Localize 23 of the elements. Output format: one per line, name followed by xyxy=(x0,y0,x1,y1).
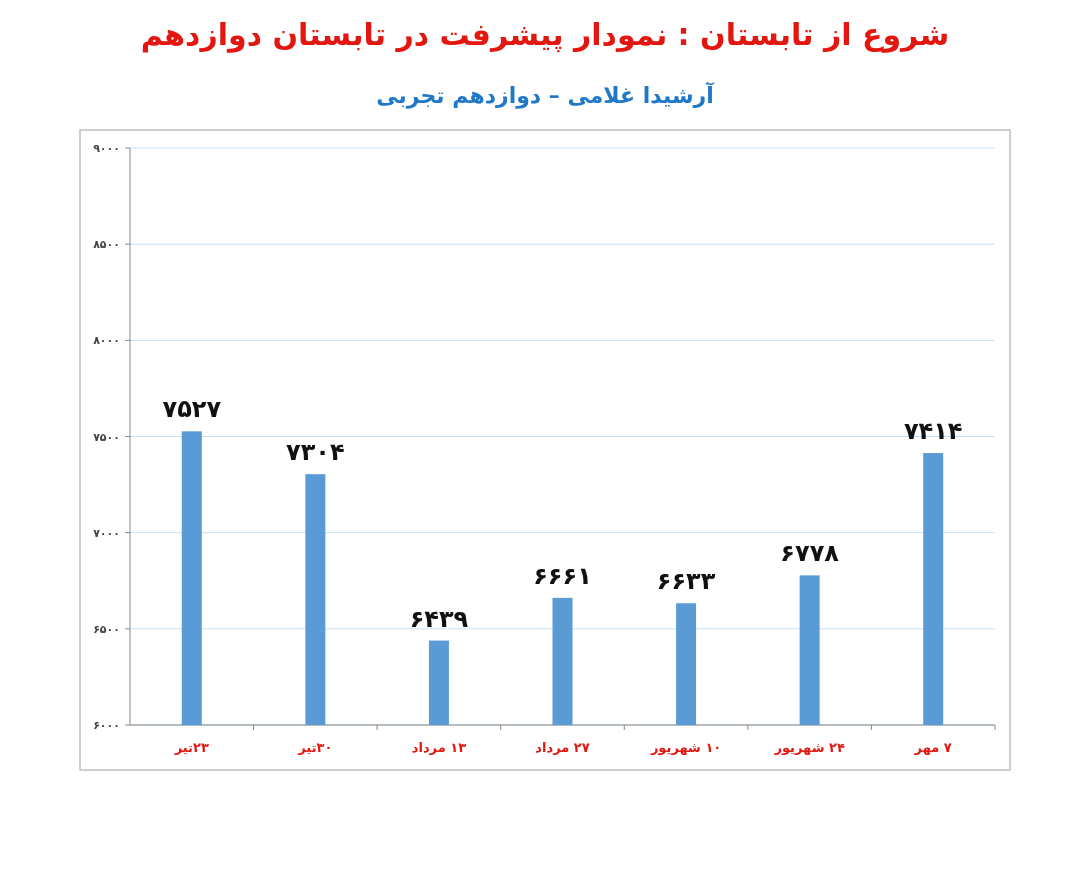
x-tick-label: ۲۴ شهریور xyxy=(773,740,845,755)
y-tick-label: ۶۵۰۰ xyxy=(93,622,120,636)
y-tick-label: ۸۵۰۰ xyxy=(93,238,120,252)
x-tick-label: ۷ مهر xyxy=(913,740,952,755)
y-tick-label: ۷۰۰۰ xyxy=(93,526,120,540)
x-tick-label: ۳۰تیر xyxy=(297,740,333,755)
data-label: ۷۵۲۷ xyxy=(162,395,222,424)
x-tick-label: ۲۷ مرداد xyxy=(535,740,590,755)
data-label: ۶۷۷۸ xyxy=(780,539,840,568)
y-tick-label: ۹۰۰۰ xyxy=(93,142,120,155)
y-tick-label: ۷۵۰۰ xyxy=(93,430,120,444)
data-label: ۷۴۱۴ xyxy=(903,417,963,446)
data-label: ۶۶۶۱ xyxy=(533,561,592,590)
data-label: ۷۳۰۴ xyxy=(286,438,345,467)
x-tick-label: ۱۳ مرداد xyxy=(411,740,467,755)
chart-subtitle: آرشیدا غلامی – دوازدهم تجربی xyxy=(376,81,715,109)
y-tick-label: ۸۰۰۰ xyxy=(93,334,120,348)
x-tick-label: ۲۳تیر xyxy=(173,740,209,755)
data-label: ۶۶۳۳ xyxy=(656,567,716,596)
data-label: ۶۴۳۹ xyxy=(409,604,469,633)
x-tick-label: ۱۰ شهریور xyxy=(649,740,722,755)
chart-title: شروع از تابستان : نمودار پیشرفت در تابستان دوازدهم xyxy=(140,17,950,53)
y-tick-label: ۶۰۰۰ xyxy=(93,719,120,732)
